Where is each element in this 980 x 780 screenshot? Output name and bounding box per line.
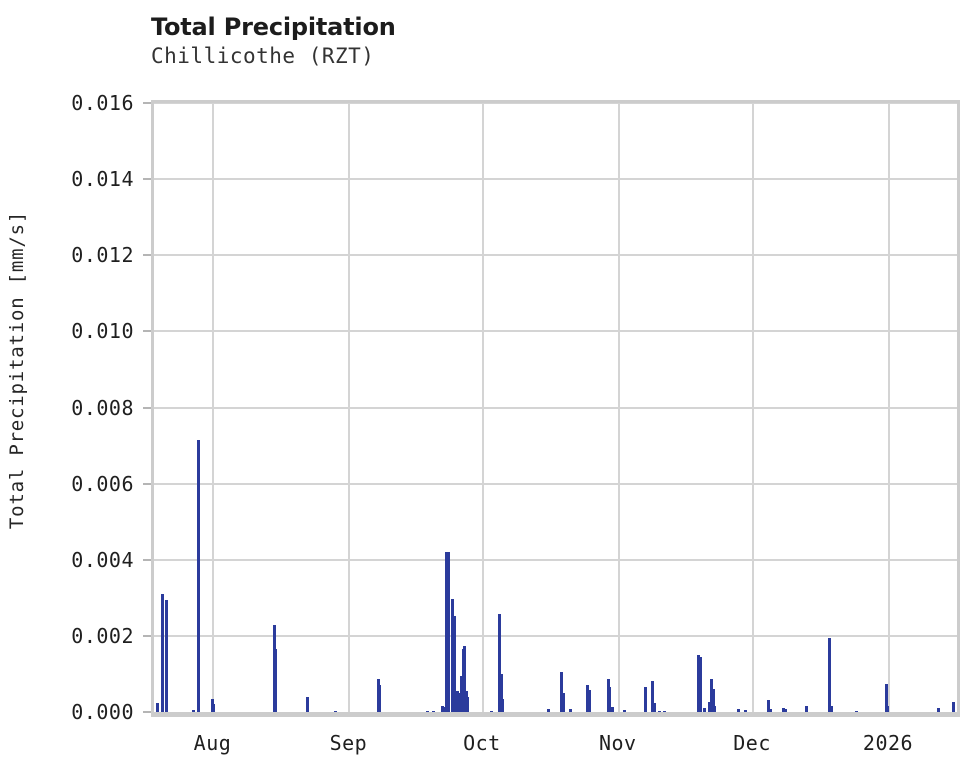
bar <box>937 708 940 714</box>
y-tick-mark <box>143 254 151 257</box>
bar <box>885 684 888 714</box>
x-tick-label: Oct <box>463 731 501 755</box>
y-tick-label: 0.004 <box>71 547 134 572</box>
bar <box>703 707 706 714</box>
gridline-vertical <box>888 100 890 717</box>
y-tick-label: 0.000 <box>71 700 134 724</box>
gridline-vertical <box>618 100 620 717</box>
bar <box>562 693 565 714</box>
y-tick-label: 0.002 <box>71 623 134 648</box>
bar <box>644 687 647 714</box>
bar <box>441 706 444 714</box>
plot-area <box>151 100 960 717</box>
y-tick-mark <box>143 178 151 181</box>
bar <box>161 594 164 714</box>
chart-header: Total Precipitation Chillicothe (RZT) <box>151 12 396 70</box>
bar <box>547 709 550 714</box>
x-tick-label: Aug <box>193 731 232 755</box>
bar <box>500 674 503 714</box>
chart-subtitle: Chillicothe (RZT) <box>151 44 375 68</box>
bar <box>453 615 456 714</box>
bar <box>212 703 215 714</box>
y-tick-label: 0.008 <box>71 395 134 420</box>
gridline-horizontal <box>151 558 960 561</box>
y-tick-mark <box>143 558 151 561</box>
y-tick-mark <box>143 634 151 637</box>
gridline-vertical <box>212 100 214 717</box>
bar <box>712 689 715 714</box>
y-tick-mark <box>143 330 151 333</box>
bar <box>697 654 700 714</box>
bar <box>445 551 448 714</box>
bar <box>165 599 168 714</box>
y-axis-label: Total Precipitation [mm/s] <box>6 210 28 530</box>
bar <box>713 706 716 714</box>
y-tick-mark <box>143 482 151 485</box>
gridline-vertical <box>752 100 754 717</box>
bar <box>782 707 785 714</box>
y-tick-label: 0.016 <box>71 91 134 115</box>
bar <box>737 709 740 714</box>
bar <box>443 707 446 714</box>
gridline-vertical <box>482 100 484 717</box>
bar <box>586 684 589 714</box>
y-tick-mark <box>143 102 151 104</box>
plot-border-right <box>957 100 960 717</box>
bar <box>886 706 889 714</box>
bar <box>306 696 309 714</box>
bar <box>588 690 591 714</box>
gridline-horizontal <box>151 102 960 104</box>
bar <box>830 705 833 714</box>
plot-border-top <box>151 100 960 103</box>
bar <box>611 707 614 714</box>
bar <box>560 672 563 714</box>
bar <box>767 699 770 714</box>
bar <box>460 675 463 714</box>
bar <box>498 613 501 714</box>
bar <box>805 706 808 714</box>
y-tick-mark <box>143 711 151 713</box>
bar <box>457 693 460 714</box>
bar <box>784 709 787 714</box>
gridline-horizontal <box>151 254 960 257</box>
x-tick-label: Sep <box>329 731 368 755</box>
bar <box>447 552 450 714</box>
bar <box>466 696 469 714</box>
gridline-horizontal <box>151 330 960 333</box>
x-tick-label: 2026 <box>862 731 914 755</box>
x-axis-line <box>151 712 960 717</box>
x-tick-label: Nov <box>598 731 637 755</box>
bar <box>699 656 702 714</box>
bar <box>274 649 277 714</box>
bar <box>463 646 466 714</box>
x-tick-label: Dec <box>733 731 771 755</box>
page-title: Total Precipitation <box>151 13 396 41</box>
gridline-horizontal <box>151 406 960 409</box>
plot-border-left <box>151 100 154 717</box>
gridline-horizontal <box>151 178 960 181</box>
y-tick-label: 0.014 <box>71 167 134 192</box>
gridline-vertical <box>348 100 350 717</box>
bar <box>197 439 200 714</box>
bar <box>653 702 656 714</box>
bar <box>952 701 955 714</box>
gridline-horizontal <box>151 482 960 485</box>
bar <box>156 702 159 714</box>
bar <box>769 709 772 714</box>
bar <box>378 685 381 714</box>
bar <box>708 702 711 714</box>
bar <box>710 678 713 714</box>
bar <box>451 599 454 714</box>
bar <box>569 709 572 714</box>
bar <box>501 698 504 714</box>
y-tick-mark <box>143 406 151 409</box>
gridline-horizontal <box>151 634 960 637</box>
bar <box>828 637 831 714</box>
bar <box>651 680 654 714</box>
y-tick-label: 0.006 <box>71 471 134 496</box>
y-tick-label: 0.010 <box>71 319 134 344</box>
bar <box>608 687 611 714</box>
y-tick-label: 0.012 <box>71 243 134 268</box>
